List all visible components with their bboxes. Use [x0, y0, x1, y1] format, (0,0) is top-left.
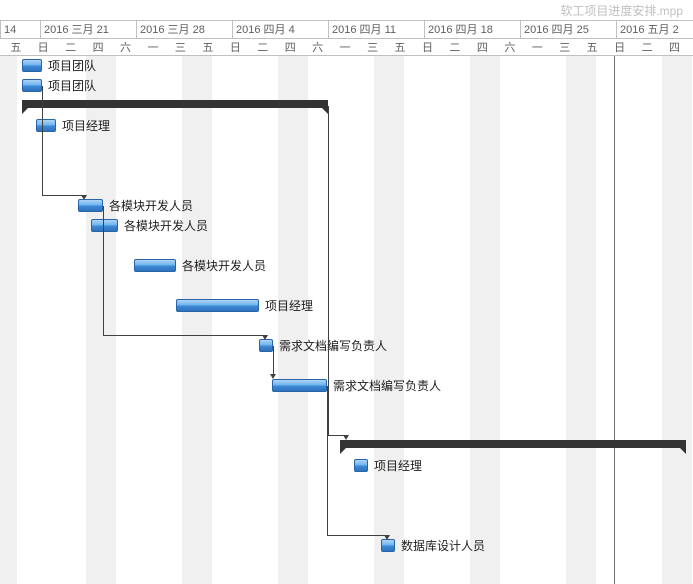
weekend-band	[374, 56, 404, 584]
week-header-cell: 2016 四月 25	[520, 21, 589, 39]
task-label: 项目经理	[62, 118, 110, 134]
today-line	[614, 56, 615, 584]
week-header-cell: 2016 三月 21	[40, 21, 109, 39]
gantt-chart: 项目团队项目团队项目经理各模块开发人员各模块开发人员各模块开发人员项目经理需求文…	[0, 56, 693, 584]
task-bar[interactable]	[259, 339, 273, 352]
weekend-band	[182, 56, 212, 584]
day-header-cell: 日	[606, 39, 633, 57]
dependency-line	[42, 195, 84, 196]
weekend-band	[278, 56, 308, 584]
day-header-cell: 四	[469, 39, 496, 57]
dependency-line	[42, 86, 43, 195]
task-label: 各模块开发人员	[109, 198, 193, 214]
task-bar[interactable]	[354, 459, 368, 472]
task-bar[interactable]	[78, 199, 103, 212]
day-header-cell: 日	[414, 39, 441, 57]
task-label: 项目经理	[265, 298, 313, 314]
weekend-band	[86, 56, 116, 584]
day-header-cell: 六	[496, 39, 523, 57]
week-header-cell: 2016 四月 4	[232, 21, 295, 39]
week-header-cell: 2016 三月 28	[136, 21, 205, 39]
day-header-cell: 二	[249, 39, 276, 57]
week-row: 14 2016 三月 21 2016 三月 28 2016 四月 4 2016 四月 1…	[0, 21, 693, 39]
task-bar[interactable]	[91, 219, 118, 232]
dependency-line	[328, 106, 329, 435]
task-bar[interactable]	[381, 539, 395, 552]
day-header-cell: 二	[633, 39, 660, 57]
dependency-arrow	[81, 195, 87, 200]
week-header-cell: 14	[0, 21, 16, 39]
dependency-arrow	[384, 535, 390, 540]
task-bar[interactable]	[134, 259, 176, 272]
weekend-band	[662, 56, 692, 584]
task-label: 项目团队	[48, 78, 96, 94]
task-bar[interactable]	[272, 379, 327, 392]
day-header-cell: 一	[139, 39, 166, 57]
summary-bar[interactable]	[22, 100, 328, 108]
day-header-cell: 一	[524, 39, 551, 57]
day-header-cell: 六	[688, 39, 693, 57]
task-bar[interactable]	[22, 79, 42, 92]
task-label: 需求文档编写负责人	[279, 338, 387, 354]
day-header-cell: 四	[277, 39, 304, 57]
dependency-arrow	[262, 335, 268, 340]
task-bar[interactable]	[22, 59, 42, 72]
task-bar[interactable]	[176, 299, 259, 312]
weekend-band	[470, 56, 500, 584]
day-header-cell: 日	[29, 39, 56, 57]
day-header-cell: 日	[222, 39, 249, 57]
task-label: 数据库设计人员	[401, 538, 485, 554]
task-label: 需求文档编写负责人	[333, 378, 441, 394]
dependency-arrow	[343, 435, 349, 440]
day-header-cell: 二	[57, 39, 84, 57]
week-header-cell: 2016 四月 18	[424, 21, 493, 39]
summary-bar[interactable]	[340, 440, 686, 448]
task-label: 各模块开发人员	[124, 218, 208, 234]
task-label: 项目团队	[48, 58, 96, 74]
day-header-cell: 六	[112, 39, 139, 57]
day-header-cell: 五	[386, 39, 413, 57]
day-row: 五日二四六一三五日二四六一三五日二四六一三五日二四六	[0, 39, 693, 57]
weekend-band	[566, 56, 596, 584]
dependency-line	[103, 335, 265, 336]
day-header-cell: 三	[551, 39, 578, 57]
day-header-cell: 五	[2, 39, 29, 57]
weekend-band	[0, 56, 17, 584]
day-header-cell: 三	[167, 39, 194, 57]
week-header-cell: 2016 四月 11	[328, 21, 396, 39]
day-header-cell: 一	[331, 39, 358, 57]
day-header-cell: 三	[359, 39, 386, 57]
day-header-cell: 二	[441, 39, 468, 57]
day-header-cell: 四	[84, 39, 111, 57]
timeline-header: 14 2016 三月 21 2016 三月 28 2016 四月 4 2016 四月 1…	[0, 20, 693, 56]
dependency-line	[327, 535, 387, 536]
week-header-cell: 2016 五月 2	[616, 21, 679, 39]
day-header-cell: 六	[304, 39, 331, 57]
task-label: 项目经理	[374, 458, 422, 474]
dependency-line	[103, 206, 104, 335]
day-header-cell: 四	[661, 39, 688, 57]
day-header-cell: 五	[194, 39, 221, 57]
dependency-line	[273, 346, 274, 375]
task-bar[interactable]	[36, 119, 56, 132]
day-header-cell: 五	[578, 39, 605, 57]
dependency-arrow	[270, 374, 276, 379]
window-title: 软工项目进度安排.mpp	[550, 0, 693, 21]
task-label: 各模块开发人员	[182, 258, 266, 274]
